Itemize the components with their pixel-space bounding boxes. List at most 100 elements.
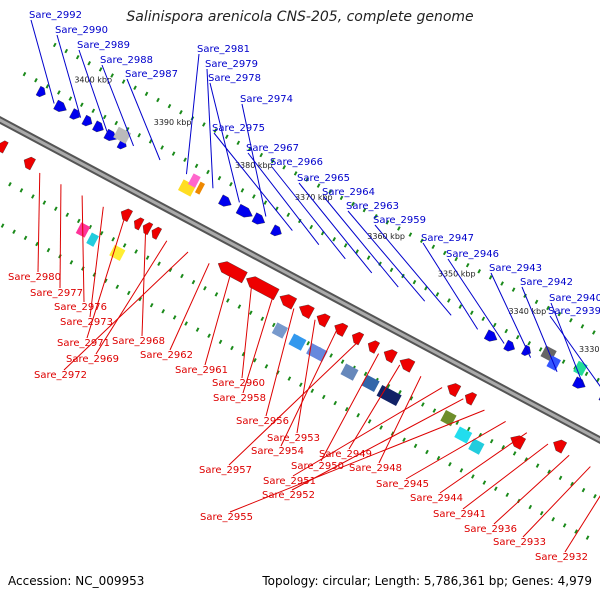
- forward-label-9: Sare_2975: [212, 123, 265, 134]
- tick-dot: [321, 394, 326, 400]
- reverse-label-25: Sare_2936: [464, 524, 517, 535]
- reverse-label-6: Sare_2969: [66, 354, 119, 365]
- forward-gene: [218, 194, 232, 207]
- reverse-label-0: Sare_2980: [8, 272, 61, 283]
- tick-dot: [328, 189, 332, 195]
- tick-dot: [355, 249, 359, 254]
- forward-leader-1: [56, 34, 82, 118]
- genome-backbone: [0, 116, 600, 444]
- reverse-label-24: Sare_2941: [433, 509, 486, 520]
- tick-dot: [584, 371, 589, 377]
- reverse-leader-12: [265, 308, 295, 417]
- tick-dot: [68, 96, 73, 101]
- forward-label-3: Sare_2988: [100, 55, 153, 66]
- reverse-gene: [23, 156, 36, 171]
- tick-dot: [306, 341, 311, 346]
- tick-label-5: 3350 kbp: [438, 269, 476, 278]
- rna-feature: [188, 173, 201, 188]
- tick-dot: [469, 310, 474, 315]
- tick-dot: [569, 317, 573, 323]
- backbone-highlight: [0, 118, 600, 442]
- reverse-label-7: Sare_2972: [34, 370, 87, 381]
- forward-label-18: Sare_2943: [489, 263, 542, 274]
- tick-dot: [271, 322, 276, 328]
- reverse-gene: [553, 439, 568, 454]
- forward-leader-15: [374, 224, 452, 316]
- tick-label-6: 3340 kbp: [508, 307, 546, 316]
- reverse-leader-16: [320, 353, 380, 462]
- position-ticks: 3400 kbp 3390 kbp 3380 kbp 3370 kbp 3360 kbp…: [74, 76, 600, 354]
- reverse-label-19: Sare_2951: [263, 476, 316, 487]
- tick-dot: [379, 425, 383, 430]
- forward-label-20: Sare_2940: [549, 293, 600, 304]
- forward-label-2: Sare_2989: [77, 40, 130, 51]
- tick-dot: [592, 330, 596, 335]
- reverse-leader-26: [522, 466, 591, 538]
- tick-dot: [206, 169, 210, 175]
- tick-dot: [76, 218, 81, 224]
- tick-dot: [121, 79, 126, 84]
- tick-dot: [270, 158, 275, 164]
- tick-dot-tracks: [0, 42, 600, 540]
- forward-leader-19: [521, 286, 558, 372]
- tick-dot: [340, 359, 345, 364]
- reverse-leader-7: [63, 251, 189, 371]
- rna-feature: [288, 333, 307, 351]
- tick-dot: [65, 212, 70, 218]
- reverse-label-14: Sare_2954: [251, 446, 304, 457]
- forward-label-17: Sare_2946: [446, 249, 499, 260]
- reverse-label-10: Sare_2960: [212, 378, 265, 389]
- tick-dot: [229, 181, 233, 187]
- tick-dot: [213, 128, 218, 133]
- tick-dot: [168, 267, 173, 273]
- tick-dot: [481, 316, 486, 322]
- tick-dot: [31, 194, 35, 199]
- forward-label-13: Sare_2964: [322, 187, 375, 198]
- reverse-gene: [246, 276, 280, 301]
- forward-gene: [251, 212, 266, 225]
- tick-dot: [34, 77, 38, 83]
- tick-dot: [435, 292, 440, 297]
- forward-gene: [81, 114, 93, 127]
- tick-dot: [511, 287, 516, 292]
- reverse-leader-22: [405, 420, 506, 480]
- reverse-leader-15: [228, 341, 358, 466]
- tick-dot: [343, 243, 348, 248]
- tick-dot: [389, 267, 394, 273]
- tick-dot: [171, 151, 176, 156]
- tick-dot: [75, 54, 80, 60]
- tick-dot: [539, 510, 544, 516]
- rna-feature: [194, 181, 206, 195]
- reverse-label-18: Sare_2948: [349, 463, 402, 474]
- tick-dot: [22, 71, 27, 77]
- reverse-leader-20: [291, 398, 464, 491]
- tick-dot: [240, 188, 245, 193]
- reverse-leader-0: [37, 172, 41, 273]
- tick-dot: [137, 133, 141, 138]
- tick-dot: [309, 224, 314, 230]
- reverse-gene: [217, 261, 248, 284]
- reverse-label-2: Sare_2976: [54, 302, 107, 313]
- tick-dot: [259, 152, 264, 158]
- forward-leader-2: [78, 49, 108, 132]
- reverse-leader-17: [348, 364, 401, 450]
- reverse-label-13: Sare_2953: [267, 433, 320, 444]
- reverse-gene: [383, 349, 398, 364]
- tick-dot: [332, 237, 337, 242]
- tick-label-0: 3400 kbp: [74, 76, 112, 85]
- reverse-leader-19: [292, 387, 443, 477]
- reverse-gene: [367, 340, 380, 354]
- tick-dot: [448, 461, 452, 467]
- tick-dot: [329, 353, 333, 358]
- forward-leader-12: [298, 182, 373, 274]
- tick-dot: [482, 480, 487, 485]
- reverse-leader-13: [296, 319, 316, 434]
- reverse-leader-27: [564, 495, 600, 553]
- forward-label-7: Sare_2978: [208, 73, 261, 84]
- label-leader-lines: [30, 19, 600, 553]
- reverse-leader-5: [141, 229, 147, 337]
- reverse-gene: [299, 304, 315, 319]
- tick-dot: [226, 298, 230, 303]
- forward-gene: [69, 108, 80, 120]
- accession-text: Accession: NC_009953: [8, 574, 145, 588]
